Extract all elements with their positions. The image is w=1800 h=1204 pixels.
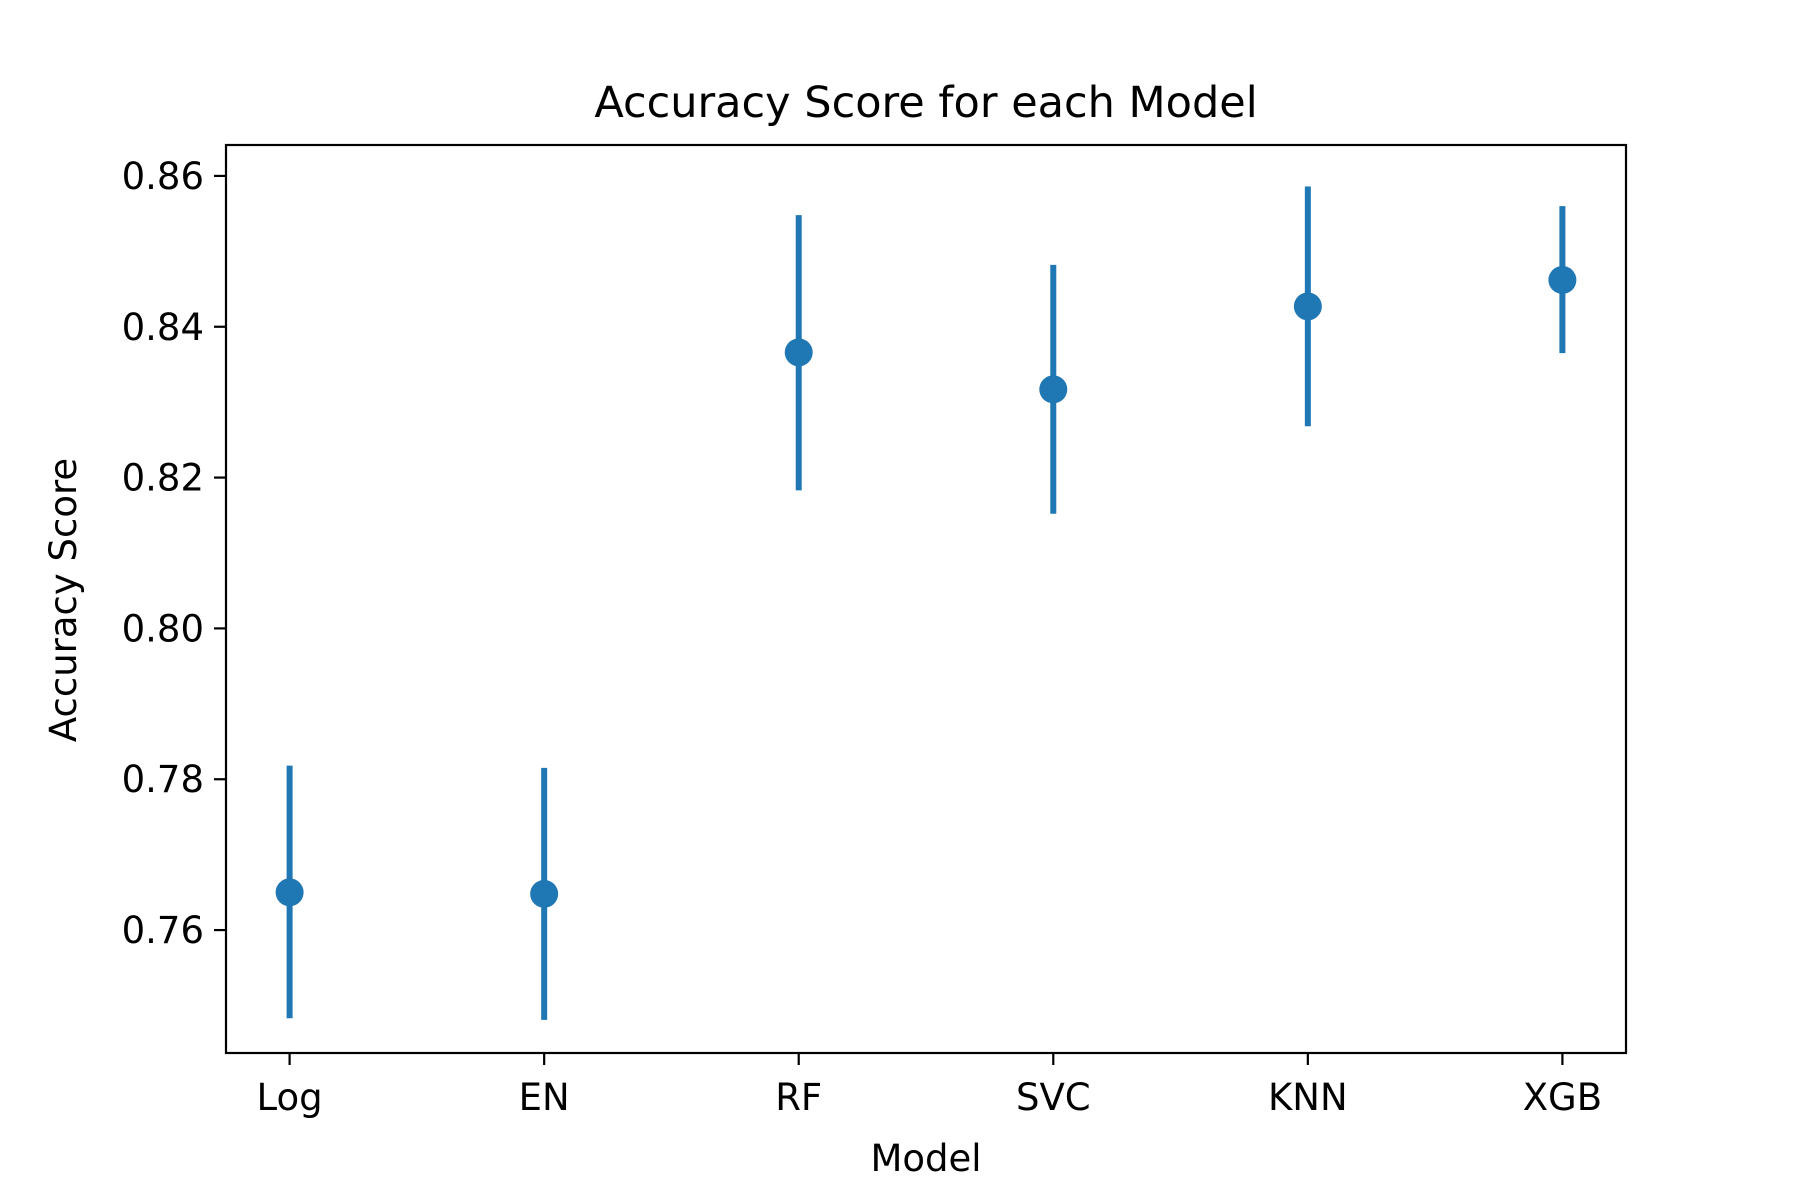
x-tick-label: EN <box>519 1076 570 1119</box>
data-point <box>784 338 813 367</box>
y-tick-label: 0.86 <box>122 155 204 198</box>
x-tick-label: Log <box>257 1076 323 1119</box>
data-point <box>1293 292 1322 321</box>
data-series <box>275 186 1577 1020</box>
plot-area-frame <box>224 143 1628 1055</box>
data-point <box>275 878 304 907</box>
data-point <box>1548 265 1577 294</box>
x-tick-label: SVC <box>1016 1076 1091 1119</box>
y-axis: 0.76 0.78 0.80 0.82 0.84 0.86 <box>122 155 226 952</box>
x-tick-label: KNN <box>1268 1076 1348 1119</box>
chart-title: Accuracy Score for each Model <box>594 78 1257 128</box>
data-point <box>530 879 559 908</box>
y-tick-label: 0.78 <box>122 758 204 801</box>
x-tick-label: XGB <box>1523 1076 1602 1119</box>
y-tick-label: 0.76 <box>122 909 204 952</box>
x-axis: Log EN RF SVC KNN XGB <box>257 1053 1602 1119</box>
x-axis-label: Model <box>870 1137 981 1180</box>
y-axis-label: Accuracy Score <box>42 458 85 742</box>
y-tick-label: 0.84 <box>122 306 204 349</box>
x-tick-label: RF <box>775 1076 822 1119</box>
data-point <box>1039 375 1068 404</box>
y-tick-label: 0.82 <box>122 457 204 500</box>
y-tick-label: 0.80 <box>122 607 204 650</box>
